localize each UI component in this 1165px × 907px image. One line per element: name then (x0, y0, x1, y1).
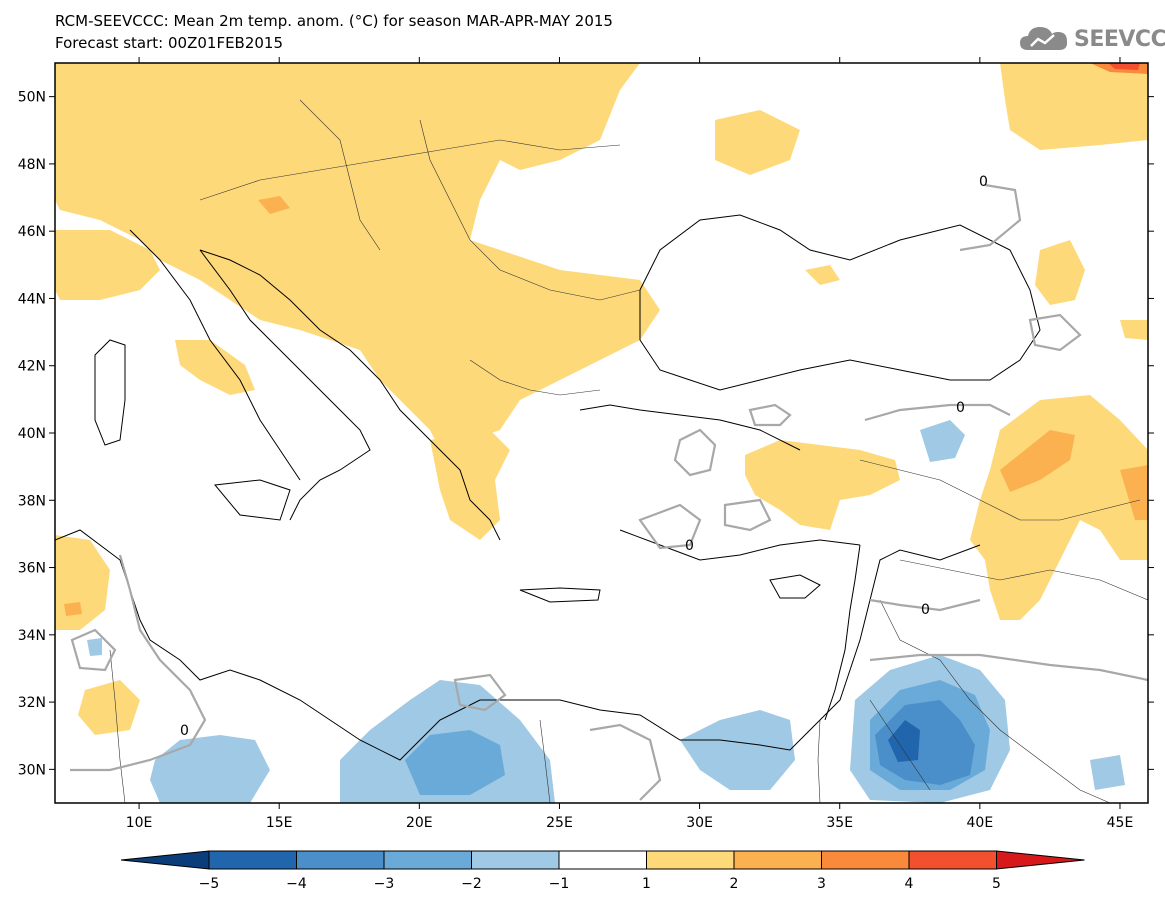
country-borders (109, 99, 1148, 803)
colorbar-label: 5 (992, 876, 1001, 892)
warm2-anomaly-alps (258, 196, 290, 214)
zero-contour-label-turkey: 0 (956, 400, 965, 416)
warm-anomaly-greece (430, 430, 510, 540)
colorbar-segment (646, 850, 735, 870)
colorbar-segment (908, 850, 997, 870)
forecast-start-label: Forecast start: 00Z01FEB2015 (55, 34, 284, 52)
warm-anomaly-west (55, 230, 160, 300)
colorbar-label: −1 (549, 876, 570, 892)
lon-tick-label: 30E (686, 815, 713, 831)
coast-italy-west (129, 229, 301, 481)
lon-tick-label: 45E (1107, 815, 1134, 831)
lat-tick-label: 40N (18, 426, 46, 442)
lat-tick-label: 34N (18, 628, 46, 644)
anomaly-field (55, 63, 1148, 803)
lat-tick-label: 46N (18, 224, 46, 240)
seevccc-logo: SEEVCCC (1018, 22, 1165, 56)
cool3-anomaly-arabia (875, 700, 975, 785)
warm-anomaly-crimea (805, 265, 840, 285)
lon-tick-label: 40E (967, 815, 994, 831)
colorbar-label: −2 (461, 876, 482, 892)
coast-sicily (214, 479, 291, 521)
lon-tick-label: 15E (266, 815, 293, 831)
colorbar-label: 4 (905, 876, 914, 892)
lat-tick-label: 30N (18, 762, 46, 778)
warm-anomaly-libya (78, 680, 140, 735)
coast-levant (824, 544, 861, 721)
cool4-anomaly-arabia (888, 720, 920, 762)
colorbar-label: 1 (642, 876, 651, 892)
colorbar-segment (208, 850, 297, 870)
warm-anomaly-anatolia (745, 440, 900, 530)
coast-sardinia (94, 339, 126, 446)
warm-anomaly-central-europe (55, 63, 660, 450)
colorbar-label: −3 (374, 876, 395, 892)
lat-tick-label: 48N (18, 157, 46, 173)
colorbar-extend-low (120, 850, 210, 870)
coast-black-sea (639, 214, 1041, 391)
colorbar-label: 3 (817, 876, 826, 892)
lat-tick-label: 42N (18, 359, 46, 375)
lat-tick-label: 50N (18, 90, 46, 106)
warm3-anomaly-corner (1108, 63, 1140, 70)
colorbar-label: −5 (199, 876, 220, 892)
lon-tick-label: 20E (406, 815, 433, 831)
zero-contour-label-north: 0 (979, 174, 988, 190)
zero-contour-label-africa: 0 (180, 723, 189, 739)
colorbar-segment (558, 850, 647, 870)
coast-cyprus (769, 574, 821, 599)
colorbar-segment (383, 850, 472, 870)
longitude-axis: 10E 15E 20E 25E 30E 35E 40E 45E (126, 57, 1134, 831)
warm2-anomaly-far-east (1120, 465, 1148, 520)
colorbar-label: 2 (730, 876, 739, 892)
coast-turkey-south (619, 529, 861, 561)
zero-contour-label-south: 0 (685, 538, 694, 554)
cool-anomaly-egypt (680, 710, 795, 790)
logo-text: SEEVCCC (1074, 26, 1165, 52)
lon-tick-label: 25E (546, 815, 573, 831)
colorbar-segment (296, 850, 385, 870)
warm2-anomaly-east (1000, 430, 1075, 492)
colorbar-segment (471, 850, 560, 870)
warm-anomaly-east (970, 395, 1148, 620)
lat-tick-label: 32N (18, 695, 46, 711)
colorbar-segment (733, 850, 822, 870)
warm-anomaly-caucasus (1035, 240, 1085, 305)
zero-contours (70, 183, 1148, 801)
zero-contour-label-levant: 0 (921, 602, 930, 618)
warm-anomaly-russia (715, 110, 800, 175)
lon-tick-label: 35E (826, 815, 853, 831)
lon-tick-label: 10E (126, 815, 153, 831)
cloud-icon (1020, 27, 1068, 50)
colorbar-segment (821, 850, 910, 870)
map-title: RCM-SEEVCCC: Mean 2m temp. anom. (°C) fo… (55, 12, 613, 30)
warm-anomaly-kurdistan-right (1120, 320, 1148, 340)
lat-tick-label: 44N (18, 291, 46, 307)
lat-tick-label: 38N (18, 493, 46, 509)
colorbar-label: −4 (286, 876, 307, 892)
coast-crete (519, 587, 601, 603)
cool-anomaly-turkey (920, 420, 965, 462)
warm-anomaly-italy (175, 340, 255, 395)
coast-balkans-adriatic (199, 249, 501, 541)
cool-anomaly-africa-west (150, 735, 270, 803)
warm-anomaly-northeast (1000, 63, 1148, 150)
latitude-axis: 50N 48N 46N 44N 42N 40N 38N 36N 34N 32N 30N (18, 90, 1154, 778)
cool-anomaly-libya-2 (405, 730, 505, 795)
colorbar-extend-high (996, 850, 1085, 870)
colorbar: −5 −4 −3 −2 −1 1 2 3 4 5 (120, 850, 1085, 892)
cool-anomaly-algeria (87, 638, 102, 656)
warm2-anomaly-tunisia (64, 602, 82, 616)
coast-italy (199, 249, 371, 521)
coast-aegean-turkey (579, 404, 801, 451)
cool-anomaly-gulf (1090, 755, 1125, 790)
lat-tick-label: 36N (18, 561, 46, 577)
